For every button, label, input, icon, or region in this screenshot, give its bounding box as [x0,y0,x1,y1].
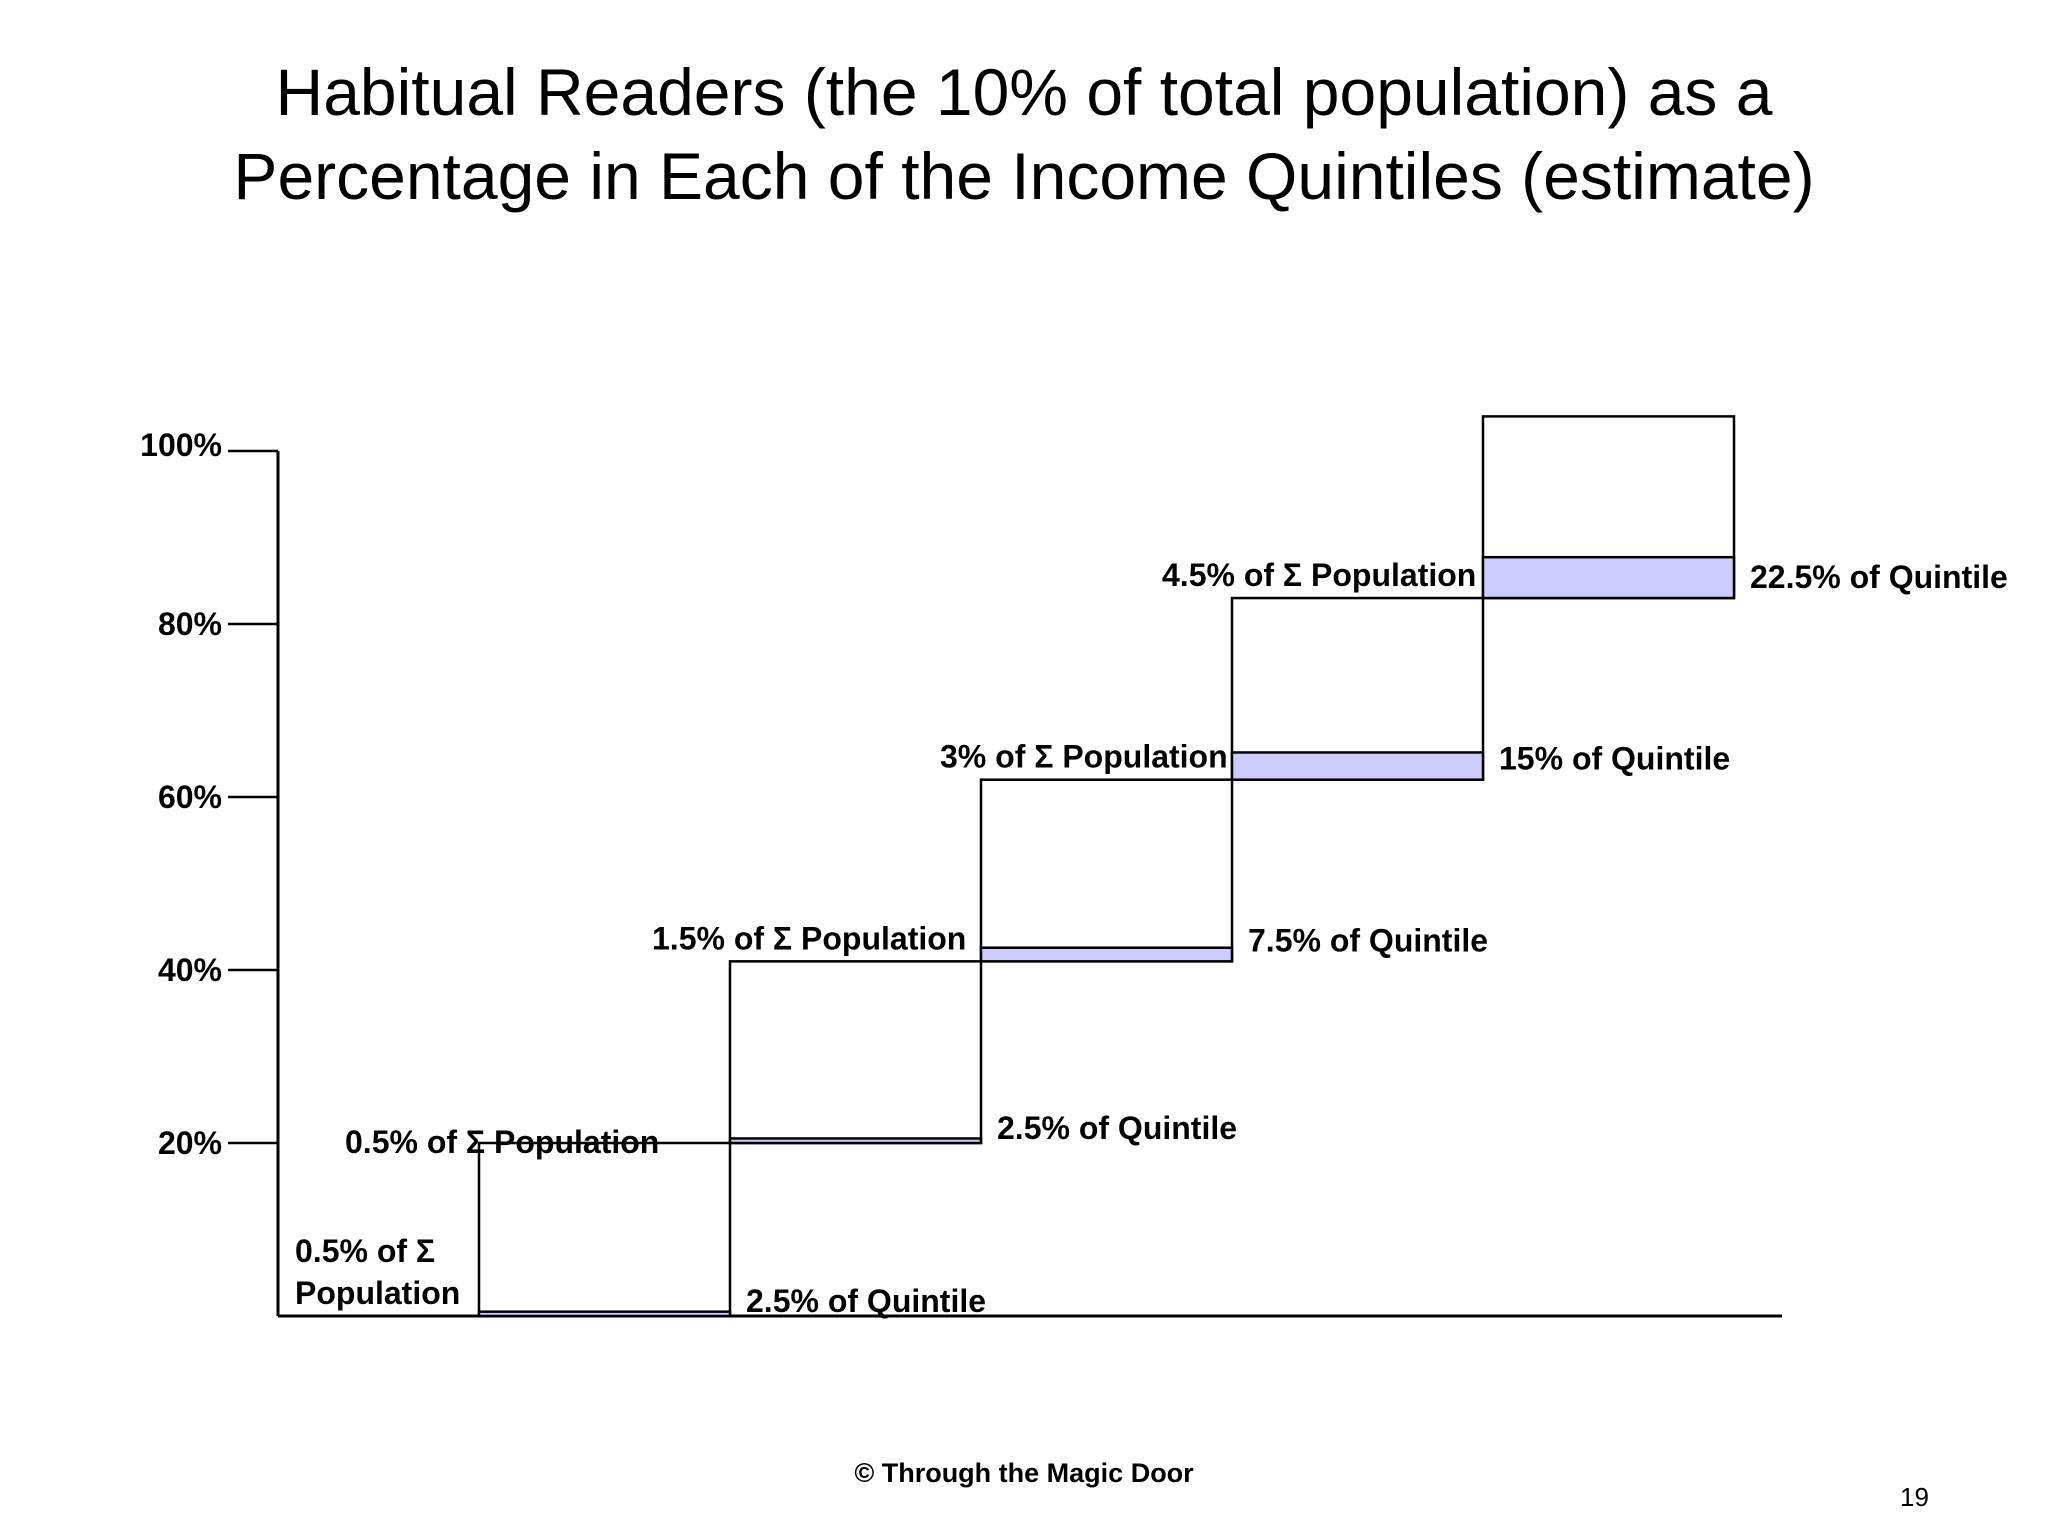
quintile-1-population-label: 0.5% of Σ Population [295,1233,460,1311]
chart-title-line-2: Percentage in Each of the Income Quintil… [233,139,1815,213]
quintile-5-reader-bar [1481,555,1736,600]
y-tick-label-80: 80% [158,606,222,642]
y-tick-label-60: 60% [158,779,222,815]
quintile-1-quintile-label: 2.5% of Quintile [746,1283,986,1319]
quintile-4-reader-bar [1230,751,1485,781]
quintile-2-reader-bar [728,1137,983,1145]
quintile-5-population-label: 4.5% of Σ Population [1162,557,1476,593]
y-tick-label-20: 20% [158,1125,222,1161]
quintile-3-reader-bar [979,946,1234,963]
y-tick-label-40: 40% [158,952,222,988]
chart-title-line-1: Habitual Readers (the 10% of total popul… [275,55,1773,129]
quintile-2-outline [728,960,983,1145]
quintile-4-population-label: 3% of Σ Population [940,739,1228,775]
copyright-footer: © Through the Magic Door [854,1458,1194,1488]
quintile-3-quintile-label: 7.5% of Quintile [1248,922,1488,958]
quintile-2-quintile-label: 2.5% of Quintile [997,1110,1237,1146]
page-number: 19 [1900,1482,1929,1512]
quintile-5-quintile-label: 22.5% of Quintile [1750,559,2008,595]
quintile-4-quintile-label: 15% of Quintile [1499,741,1730,777]
quintile-1-reader-bar [477,1310,732,1318]
y-tick-label-100: 100% [140,427,222,463]
quintile-1-outline [477,1141,732,1318]
chart-title: Habitual Readers (the 10% of total popul… [0,50,2048,218]
quintile-3-outline [979,778,1234,963]
quintile-2-population-label: 0.5% of Σ Population [345,1124,659,1160]
quintile-3-population-label: 1.5% of Σ Population [652,920,966,956]
